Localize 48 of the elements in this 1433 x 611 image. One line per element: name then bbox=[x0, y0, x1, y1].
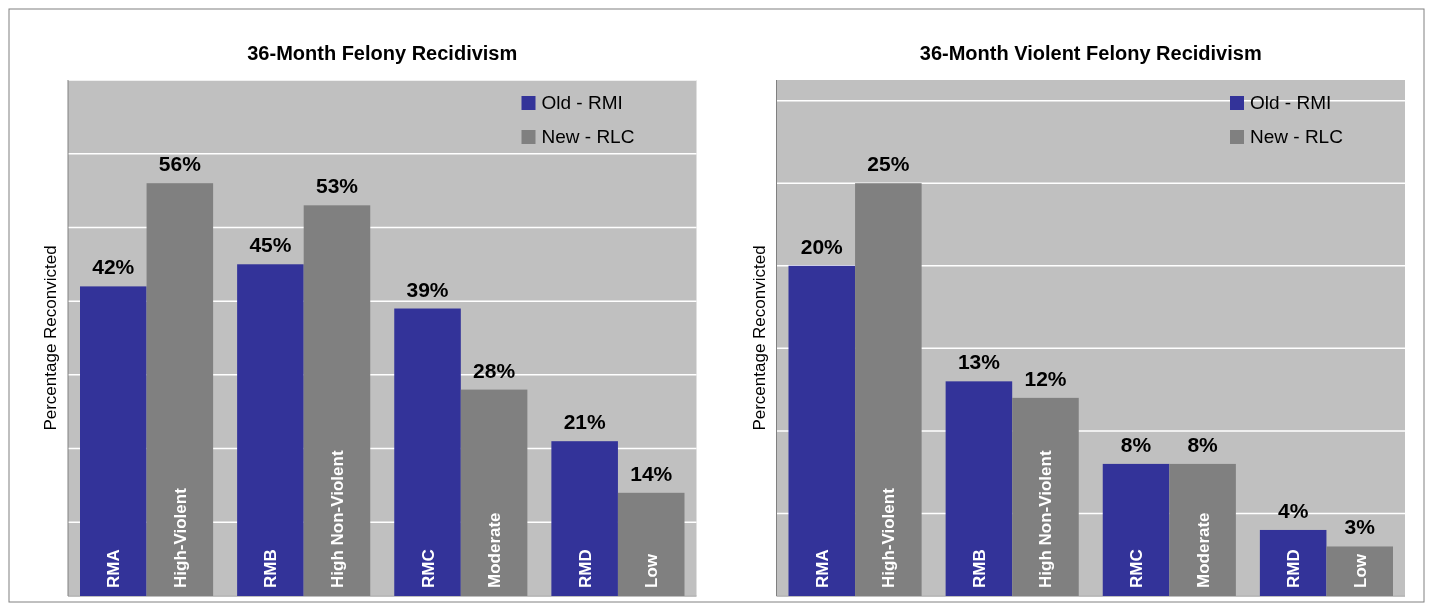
data-label: 25% bbox=[867, 152, 910, 176]
chart-title: 36-Month Violent Felony Recidivism bbox=[919, 42, 1262, 64]
legend-label: Old - RMI bbox=[541, 92, 623, 113]
bar bbox=[945, 381, 1013, 596]
data-label: 53% bbox=[315, 174, 359, 198]
data-label: 12% bbox=[1024, 366, 1067, 390]
annotation: Moderate bbox=[1193, 512, 1213, 588]
chart-title: 36-Month Felony Recidivism bbox=[247, 42, 518, 64]
legend-label: Old - RMI bbox=[1250, 92, 1332, 113]
annotation: RMB bbox=[261, 549, 281, 588]
data-label: 21% bbox=[563, 410, 606, 434]
annotation: High Non-Violent bbox=[1036, 450, 1056, 588]
data-label: 28% bbox=[473, 358, 516, 382]
bar bbox=[551, 441, 618, 596]
bar bbox=[80, 286, 147, 596]
bar bbox=[394, 308, 461, 596]
annotation: RMD bbox=[575, 549, 595, 588]
annotation: RMA bbox=[104, 549, 124, 588]
legend-label: New - RLC bbox=[541, 126, 635, 147]
annotation: RMD bbox=[1284, 549, 1304, 588]
y-axis-title: Percentage Reconvicted bbox=[749, 245, 769, 431]
annotation: RMB bbox=[969, 549, 989, 588]
legend-label: New - RLC bbox=[1250, 126, 1343, 147]
annotation: Low bbox=[1350, 553, 1370, 588]
data-label: 20% bbox=[800, 234, 844, 258]
annotation: Low bbox=[642, 553, 662, 588]
bar bbox=[788, 265, 856, 596]
data-label: 8% bbox=[1187, 432, 1219, 456]
data-label: 42% bbox=[92, 255, 135, 279]
data-label: 3% bbox=[1344, 515, 1376, 539]
data-label: 14% bbox=[630, 461, 673, 485]
data-label: 56% bbox=[158, 152, 202, 176]
annotation: High Non-Violent bbox=[327, 450, 347, 588]
bar bbox=[237, 264, 304, 596]
data-label: 8% bbox=[1120, 432, 1152, 456]
annotation: High-Violent bbox=[879, 487, 899, 588]
annotation: RMC bbox=[1127, 549, 1147, 588]
data-label: 45% bbox=[249, 233, 292, 257]
bar bbox=[1259, 529, 1327, 596]
annotation: Moderate bbox=[485, 512, 505, 588]
annotation: High-Violent bbox=[170, 487, 190, 588]
data-label: 13% bbox=[957, 350, 1001, 374]
annotation: RMC bbox=[418, 549, 438, 588]
annotation: RMA bbox=[812, 549, 832, 588]
y-axis-title: Percentage Reconvicted bbox=[41, 245, 60, 431]
data-label: 4% bbox=[1277, 498, 1309, 522]
bar bbox=[1102, 463, 1170, 596]
data-label: 39% bbox=[406, 277, 449, 301]
